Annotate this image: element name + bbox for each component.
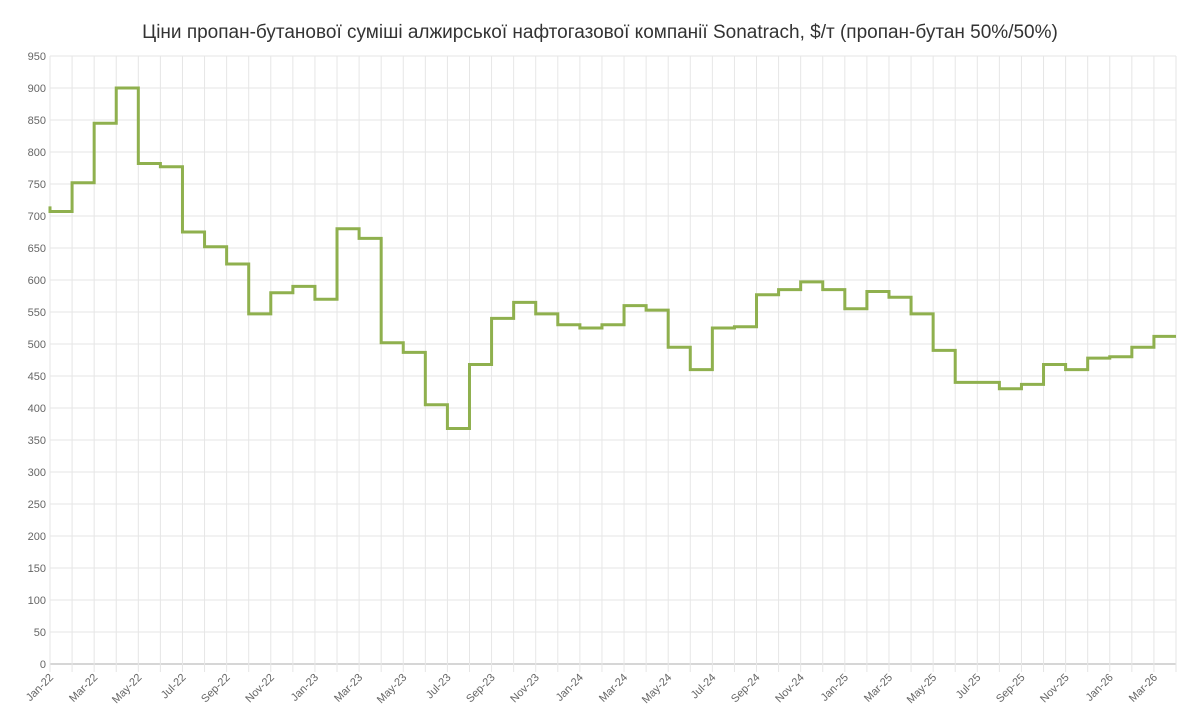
x-tick-label: Sep-23 <box>464 672 498 706</box>
y-tick-label: 150 <box>28 563 46 575</box>
x-tick-label: Jan-23 <box>289 672 321 704</box>
y-tick-label: 250 <box>28 499 46 511</box>
x-tick-label: Sep-24 <box>729 672 763 706</box>
y-tick-label: 500 <box>28 339 46 351</box>
x-tick-label: Nov-23 <box>508 672 542 706</box>
x-tick-label: Jul-25 <box>954 672 984 702</box>
series-line <box>48 86 1176 430</box>
x-tick-label: Jul-22 <box>159 672 189 702</box>
y-tick-label: 550 <box>28 307 46 319</box>
x-tick-label: Jan-26 <box>1084 672 1116 704</box>
y-tick-label: 0 <box>40 659 46 671</box>
x-tick-label: Mar-23 <box>332 672 365 705</box>
x-tick-label: Jul-23 <box>424 672 454 702</box>
x-tick-label: May-24 <box>640 672 674 706</box>
x-tick-label: Jul-24 <box>689 672 719 702</box>
x-tick-label: May-22 <box>110 672 144 706</box>
y-tick-label: 300 <box>28 467 46 479</box>
x-tick-label: May-23 <box>375 672 409 706</box>
y-tick-label: 650 <box>28 243 46 255</box>
x-tick-label: Nov-25 <box>1038 672 1072 706</box>
y-tick-label: 800 <box>28 147 46 159</box>
x-tick-label: Mar-25 <box>862 672 895 705</box>
y-tick-label: 850 <box>28 115 46 127</box>
x-tick-label: Mar-22 <box>67 672 100 705</box>
x-tick-label: Jan-25 <box>819 672 851 704</box>
x-tick-label: Sep-22 <box>199 672 233 706</box>
x-tick-label: May-25 <box>905 672 939 706</box>
y-tick-label: 350 <box>28 435 46 447</box>
x-tick-label: Nov-22 <box>243 672 277 706</box>
x-tick-label: Jan-24 <box>554 672 586 704</box>
x-tick-label: Sep-25 <box>994 672 1028 706</box>
y-tick-label: 450 <box>28 371 46 383</box>
y-tick-label: 900 <box>28 83 46 95</box>
y-tick-label: 200 <box>28 531 46 543</box>
x-tick-label: Mar-26 <box>1127 672 1160 705</box>
y-tick-label: 400 <box>28 403 46 415</box>
y-tick-label: 600 <box>28 275 46 287</box>
y-tick-label: 700 <box>28 211 46 223</box>
y-tick-label: 750 <box>28 179 46 191</box>
y-tick-label: 100 <box>28 595 46 607</box>
chart-title: Ціни пропан-бутанової суміші алжирської … <box>142 22 1058 43</box>
y-tick-label: 50 <box>34 627 46 639</box>
x-tick-label: Nov-24 <box>773 672 807 706</box>
x-tick-label: Jan-22 <box>24 672 56 704</box>
x-tick-label: Mar-24 <box>597 672 630 705</box>
y-tick-label: 950 <box>28 51 46 63</box>
